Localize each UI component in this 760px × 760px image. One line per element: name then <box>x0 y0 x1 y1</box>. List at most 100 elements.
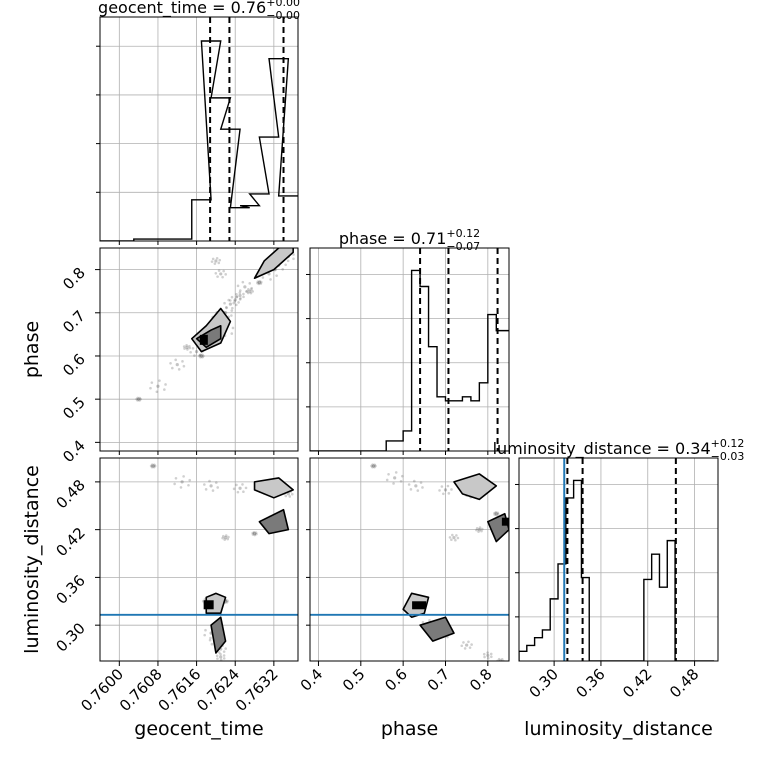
sample-point <box>253 533 257 537</box>
x-axis-label-phase: phase <box>381 718 438 740</box>
density-contour-0 <box>453 473 498 501</box>
density-contour-3 <box>210 616 227 654</box>
sample-point <box>456 536 460 540</box>
sample-point <box>373 463 376 467</box>
scatter-panel-geocent_time-phase <box>99 247 299 452</box>
sample-point <box>494 511 498 514</box>
sample-point <box>232 487 236 491</box>
sample-point <box>292 257 295 261</box>
sample-point <box>440 485 444 488</box>
sample-point <box>224 647 227 650</box>
sample-point <box>201 353 204 357</box>
sample-point <box>151 464 155 468</box>
y-tick-label: 0.30 <box>52 619 88 655</box>
title-value: phase = 0.71 <box>339 229 446 248</box>
sample-point <box>171 366 174 370</box>
sample-point <box>219 652 222 656</box>
sample-point <box>230 295 234 299</box>
x-tick-label: 0.7608 <box>116 665 166 715</box>
x-tick-label: 0.7632 <box>232 665 282 715</box>
sample-point <box>428 619 431 622</box>
sample-point <box>286 259 290 263</box>
sample-point <box>497 657 501 661</box>
sample-point <box>227 298 231 302</box>
sample-point <box>149 464 153 468</box>
y-tick-label: 0.4 <box>59 436 89 466</box>
sample-point <box>182 475 185 478</box>
sample-point <box>218 258 222 262</box>
sample-point <box>216 275 219 278</box>
sample-point <box>174 476 178 480</box>
density-contour-3 <box>419 616 455 642</box>
sample-point <box>237 301 240 304</box>
sample-point <box>223 301 226 305</box>
panel-title-geocent_time: geocent_time = 0.76+0.00 −0.00 <box>98 0 300 22</box>
sample-point <box>188 346 192 350</box>
sample-point <box>182 364 186 368</box>
sample-point <box>482 652 486 656</box>
sample-point <box>181 360 184 363</box>
sample-point <box>267 272 271 276</box>
sample-point <box>215 256 219 260</box>
y-axis-phase: 0.4 0.5 0.6 0.7 0.8 phase <box>21 264 100 466</box>
sample-point <box>500 662 503 665</box>
sample-point <box>254 531 258 535</box>
sample-point <box>235 295 239 299</box>
panel-title-phase: phase = 0.71+0.12 −0.07 <box>339 227 480 253</box>
sample-point <box>208 638 212 642</box>
sample-point <box>225 305 228 309</box>
sample-point <box>475 526 479 530</box>
sample-point <box>462 641 465 644</box>
x-tick-label: 0.7624 <box>193 665 243 715</box>
sample-point <box>443 488 448 492</box>
histogram-step-phase <box>310 269 509 451</box>
sample-point <box>477 530 480 533</box>
y-tick-label: 0.7 <box>59 307 89 337</box>
sample-point <box>251 531 255 535</box>
sample-point <box>284 263 287 267</box>
sample-point <box>291 492 294 496</box>
sample-point <box>169 361 172 365</box>
histogram-panel-geocent_time: geocent_time = 0.76+0.00 −0.00 <box>96 0 300 242</box>
sample-point <box>222 534 225 538</box>
sample-point <box>371 463 374 467</box>
sample-point <box>373 465 376 469</box>
sample-point <box>400 474 404 478</box>
panel-frame <box>309 457 510 662</box>
sample-point <box>238 289 242 292</box>
histogram-step-geocent_time <box>100 40 298 241</box>
histogram-step-luminosity_distance <box>519 479 715 661</box>
sample-point <box>251 290 254 293</box>
sample-point <box>198 353 202 357</box>
sample-point <box>236 284 240 288</box>
sample-point <box>222 650 226 653</box>
sample-point <box>163 388 166 391</box>
sample-point <box>186 348 189 351</box>
sample-point <box>199 354 204 358</box>
sample-point <box>239 296 242 300</box>
sample-point <box>228 302 232 306</box>
sample-point <box>223 536 228 540</box>
sample-point <box>137 397 141 401</box>
sample-point <box>470 643 473 646</box>
sample-point <box>245 290 248 293</box>
sample-point <box>493 511 496 515</box>
sample-point <box>238 291 242 295</box>
sample-point <box>150 465 154 469</box>
density-peak <box>199 334 208 345</box>
sample-point <box>235 292 238 296</box>
sample-point <box>209 636 212 640</box>
sample-point <box>392 482 395 485</box>
sample-point <box>451 533 454 537</box>
x-tick-label: 0.4 <box>297 665 327 695</box>
sample-point <box>442 492 445 496</box>
sample-point <box>183 347 186 350</box>
sample-point <box>217 651 221 654</box>
sample-point <box>223 538 227 541</box>
sample-point <box>233 298 237 302</box>
sample-point <box>246 291 250 295</box>
sample-point <box>208 479 211 483</box>
sample-point <box>500 657 504 661</box>
x-tick-label: 0.5 <box>339 665 369 695</box>
